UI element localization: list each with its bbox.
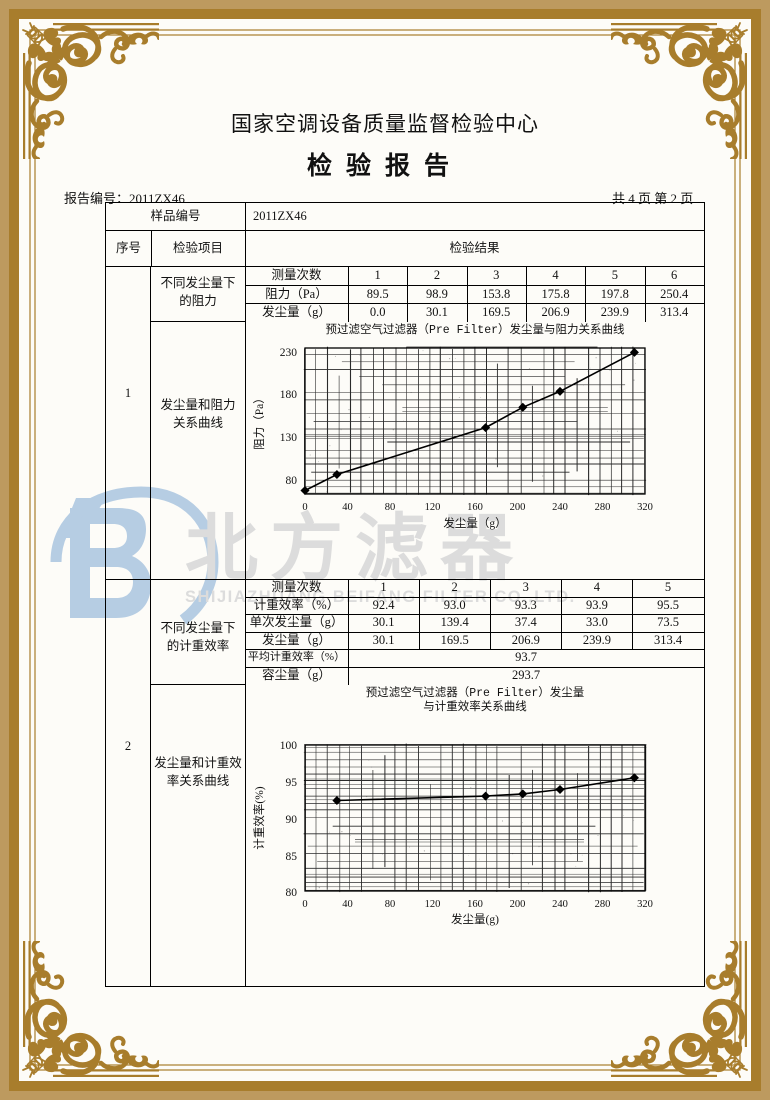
svg-text:40: 40 xyxy=(342,899,353,910)
svg-text:200: 200 xyxy=(510,502,526,513)
svg-text:80: 80 xyxy=(385,899,396,910)
svg-text:160: 160 xyxy=(467,502,483,513)
svg-text:发尘量（g）: 发尘量（g） xyxy=(443,516,506,530)
svg-text:120: 120 xyxy=(425,502,441,513)
svg-text:320: 320 xyxy=(637,899,653,910)
svg-text:280: 280 xyxy=(595,502,611,513)
svg-text:180: 180 xyxy=(280,389,298,401)
svg-text:200: 200 xyxy=(510,899,526,910)
svg-text:80: 80 xyxy=(286,475,298,487)
svg-text:230: 230 xyxy=(280,347,298,359)
svg-text:预过滤空气过滤器（Pre Filter）发尘量与阻力关系曲线: 预过滤空气过滤器（Pre Filter）发尘量与阻力关系曲线 xyxy=(325,322,625,337)
svg-text:100: 100 xyxy=(280,740,298,752)
svg-text:80: 80 xyxy=(286,887,298,899)
svg-text:85: 85 xyxy=(286,851,298,863)
svg-text:0: 0 xyxy=(302,899,307,910)
svg-text:280: 280 xyxy=(595,899,611,910)
svg-text:80: 80 xyxy=(385,502,396,513)
svg-text:0: 0 xyxy=(302,502,307,513)
svg-text:240: 240 xyxy=(552,899,568,910)
svg-text:120: 120 xyxy=(425,899,441,910)
svg-text:130: 130 xyxy=(280,432,298,444)
svg-text:计重效率(%): 计重效率(%) xyxy=(252,786,266,849)
svg-text:发尘量(g): 发尘量(g) xyxy=(451,912,499,926)
svg-text:40: 40 xyxy=(342,502,353,513)
svg-text:160: 160 xyxy=(467,899,483,910)
svg-text:与计重效率关系曲线: 与计重效率关系曲线 xyxy=(423,699,527,714)
svg-text:320: 320 xyxy=(637,502,653,513)
svg-text:95: 95 xyxy=(286,777,298,789)
svg-text:预过滤空气过滤器（Pre Filter）发尘量: 预过滤空气过滤器（Pre Filter）发尘量 xyxy=(366,685,585,700)
svg-text:90: 90 xyxy=(286,814,298,826)
svg-text:240: 240 xyxy=(552,502,568,513)
svg-text:阻力（Pa）: 阻力（Pa） xyxy=(253,392,266,450)
